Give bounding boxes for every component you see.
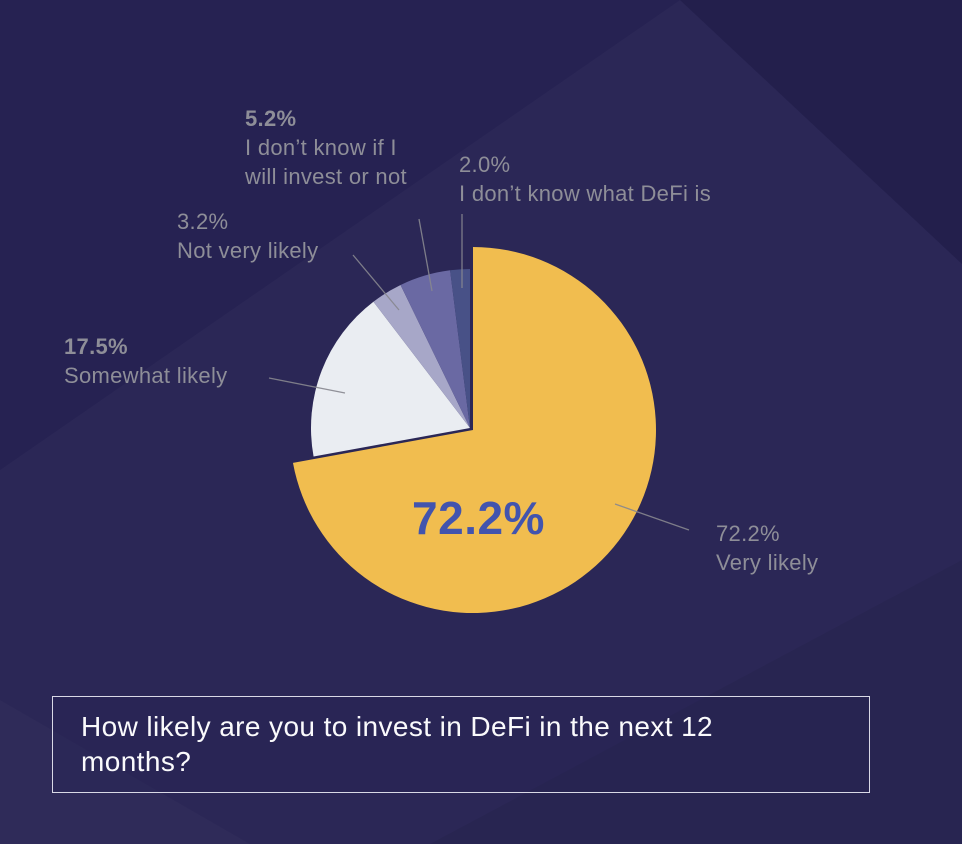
leader-line-somewhat-likely <box>268 377 346 394</box>
pie-slice-not-very-likely <box>373 284 470 428</box>
callout-value: 72.2% <box>716 521 780 546</box>
callout-label: I don’t know if I will invest or not <box>245 135 407 189</box>
pie-slice-i-don-t-know-what-defi-is <box>450 269 470 428</box>
callout-label: Not very likely <box>177 238 319 263</box>
leader-line-not-very-likely <box>352 254 400 311</box>
callout-value: 2.0% <box>459 152 511 177</box>
pie-center-value-label: 72.2% <box>412 492 545 544</box>
question-box: How likely are you to invest in DeFi in … <box>52 696 870 793</box>
callout-very-likely: 72.2% Very likely <box>716 519 936 577</box>
question-text: How likely are you to invest in DeFi in … <box>81 711 714 777</box>
background-facet <box>680 0 962 264</box>
callout-dont-know-what-defi: 2.0% I don’t know what DeFi is <box>459 150 759 208</box>
callout-somewhat-likely: 17.5% Somewhat likely <box>64 332 294 390</box>
pie-slice-i-don-t-know-if-i-will-invest-or-not <box>400 270 470 428</box>
callout-value: 17.5% <box>64 334 128 359</box>
callout-dont-know-if-invest: 5.2% I don’t know if I will invest or no… <box>245 104 450 191</box>
callout-label: Very likely <box>716 550 819 575</box>
pie-slice-somewhat-likely <box>310 301 470 457</box>
callout-label: Somewhat likely <box>64 363 228 388</box>
leader-line-very-likely <box>614 503 690 531</box>
callout-not-very-likely: 3.2% Not very likely <box>177 207 397 265</box>
callout-label: I don’t know what DeFi is <box>459 181 712 206</box>
leader-lines <box>268 214 690 531</box>
background-facet <box>430 560 962 844</box>
pie-slices <box>292 247 656 613</box>
callout-value: 3.2% <box>177 209 229 234</box>
callout-value: 5.2% <box>245 106 297 131</box>
pie-slice-very-likely <box>292 247 656 613</box>
leader-line-dont-know-if-invest <box>418 218 433 292</box>
